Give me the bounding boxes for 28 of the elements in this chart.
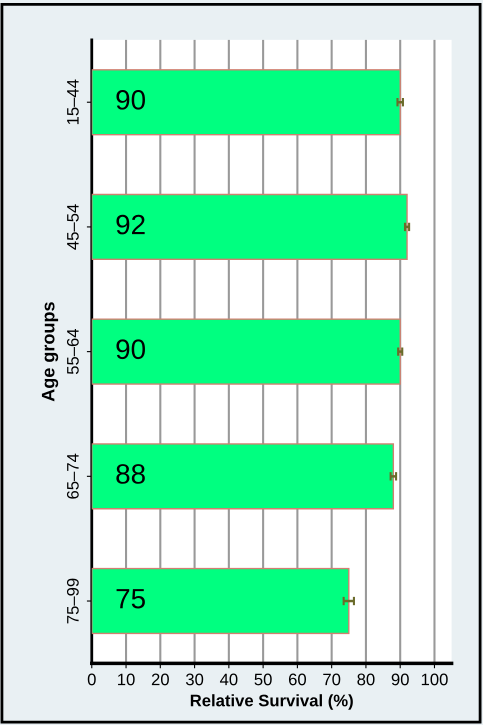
x-tick-label: 20 [152, 674, 169, 686]
x-tick-label: 10 [118, 674, 135, 686]
y-tick-label: 15–44 [67, 80, 79, 124]
data-label: 90 [116, 90, 145, 110]
bar [92, 194, 408, 260]
data-label: 88 [116, 464, 145, 484]
bar [92, 69, 401, 136]
y-tick-label: 65–74 [66, 454, 79, 499]
bar [92, 318, 401, 385]
x-tick-label: 50 [254, 674, 272, 686]
data-label: 90 [116, 339, 145, 360]
y-tick-label: 45–54 [67, 204, 79, 250]
bar [92, 443, 394, 510]
x-tick-label: 90 [392, 674, 409, 686]
x-tick-label: 80 [357, 674, 375, 686]
x-tick-label: 70 [323, 674, 340, 686]
x-tick-label: 30 [186, 674, 204, 686]
y-tick-label: 55–64 [66, 328, 79, 374]
y-tick-label: 75–99 [66, 578, 79, 624]
bar [92, 568, 350, 634]
x-tick-label: 40 [220, 674, 238, 686]
x-axis-title: Relative Survival (%) [190, 694, 353, 710]
x-tick-label: 100 [422, 674, 448, 686]
data-label: 75 [116, 589, 145, 608]
data-label: 92 [116, 214, 145, 234]
x-tick-label: 0 [88, 674, 96, 686]
y-axis-title: Age groups [42, 302, 58, 402]
x-tick-label: 60 [288, 674, 306, 686]
